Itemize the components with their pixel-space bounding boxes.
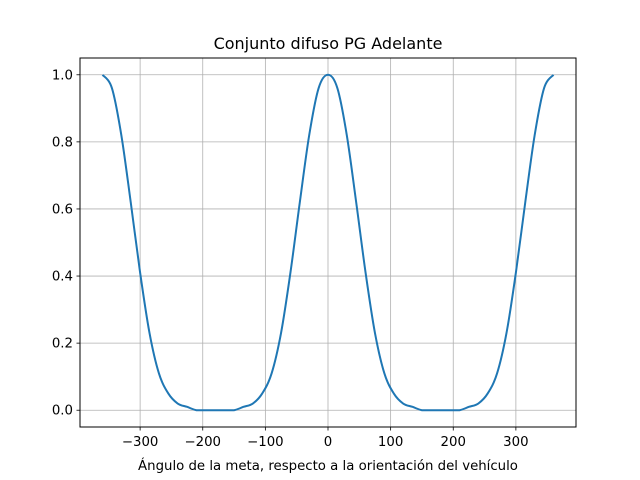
chart-title: Conjunto difuso PG Adelante — [214, 34, 443, 53]
y-tick-label: 0.6 — [52, 202, 73, 217]
x-tick-label: −200 — [184, 435, 221, 450]
y-axis: 0.0 0.2 0.4 0.6 0.8 1.0 — [52, 68, 80, 419]
grid — [80, 58, 576, 427]
x-tick-label: 0 — [324, 435, 332, 450]
y-tick-label: 0.4 — [52, 270, 73, 285]
x-axis-label: Ángulo de la meta, respecto a la orienta… — [138, 457, 518, 474]
x-tick-label: 300 — [503, 435, 528, 450]
series-line — [101, 73, 555, 412]
series-layer — [101, 73, 555, 412]
x-axis: −300 −200 −100 0 100 200 300 — [122, 427, 529, 450]
x-tick-label: −100 — [247, 435, 284, 450]
y-tick-label: 0.0 — [52, 404, 73, 419]
x-tick-label: 200 — [441, 435, 466, 450]
y-tick-label: 0.2 — [52, 337, 73, 352]
x-tick-label: 100 — [378, 435, 403, 450]
y-tick-label: 1.0 — [52, 68, 73, 83]
x-tick-label: −300 — [122, 435, 159, 450]
y-tick-label: 0.8 — [52, 135, 73, 150]
